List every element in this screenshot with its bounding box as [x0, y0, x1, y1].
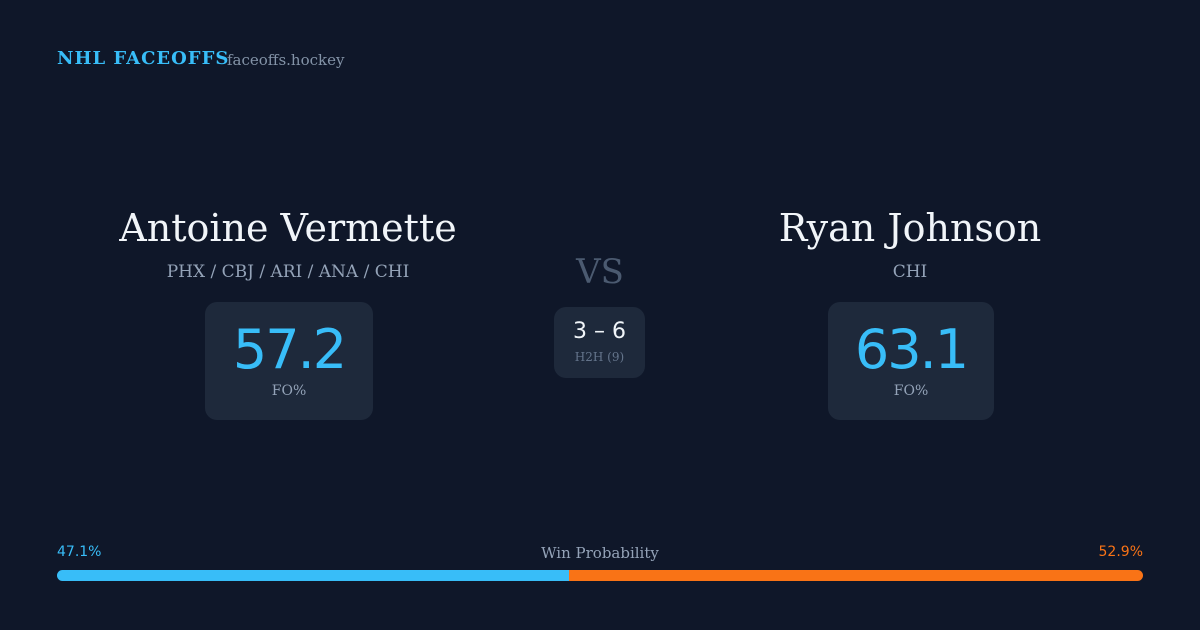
- stat-box: 63.1 FO%: [828, 302, 994, 420]
- right-segment: [568, 570, 1143, 581]
- probability-label: Win Probability: [541, 544, 659, 562]
- h2h-score: 3 – 6: [573, 319, 626, 344]
- left-segment: [57, 570, 569, 581]
- h2h-box: 3 – 6 H2H (9): [554, 307, 645, 378]
- player-name: Antoine Vermette: [119, 206, 457, 250]
- player-teams: CHI: [892, 262, 928, 282]
- left-probability: 47.1%: [57, 544, 102, 560]
- brand: NHL FACEOFFS: [57, 48, 230, 69]
- h2h-caption: H2H (9): [574, 350, 625, 364]
- probability-bar: [57, 570, 1143, 581]
- player-name: Ryan Johnson: [778, 206, 1042, 250]
- stat-label: FO%: [893, 383, 929, 399]
- site: faceoffs.hockey: [227, 51, 345, 69]
- stat-box: 57.2 FO%: [205, 302, 373, 420]
- stat-label: FO%: [271, 383, 307, 399]
- stat-value: 63.1: [854, 318, 969, 381]
- vs: VS: [576, 252, 624, 292]
- right-probability: 52.9%: [1098, 544, 1143, 560]
- stat-value: 57.2: [232, 318, 347, 381]
- player-teams: PHX / CBJ / ARI / ANA / CHI: [166, 262, 410, 282]
